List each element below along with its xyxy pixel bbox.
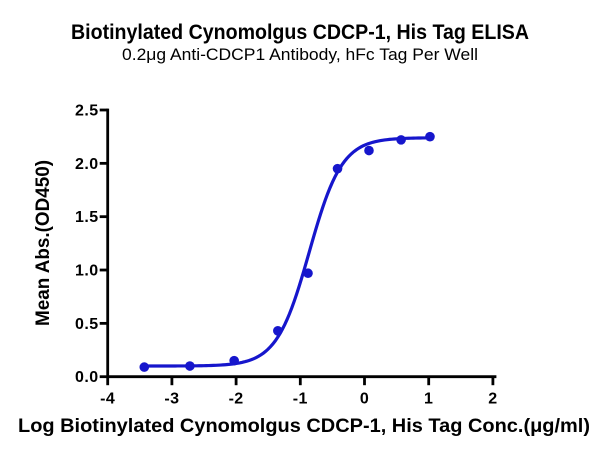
axis-ticks xyxy=(99,108,495,386)
data-point xyxy=(273,326,283,336)
data-point xyxy=(332,163,343,174)
x-tick-label: -1 xyxy=(293,391,308,408)
x-tick-label: 0 xyxy=(360,391,369,408)
y-tick-label: 1.0 xyxy=(75,263,98,280)
x-tick-label: -4 xyxy=(100,391,115,408)
data-points xyxy=(139,131,435,372)
x-axis-label: Log Biotinylated Cynomolgus CDCP-1, His … xyxy=(18,416,590,437)
data-point xyxy=(185,361,195,371)
axis-tick-labels: -4 -3 -2 -1 0 1 2 0.0 0.5 1.0 1.5 2.0 2.5 xyxy=(75,103,497,408)
y-tick-label: 2.0 xyxy=(75,156,98,173)
data-point xyxy=(229,355,239,366)
x-tick-label: 2 xyxy=(488,391,497,408)
y-axis-label: Mean Abs.(OD450) xyxy=(33,160,54,326)
x-tick-label: -2 xyxy=(229,391,244,408)
y-tick-label: 0.5 xyxy=(75,316,98,333)
x-tick-label: 1 xyxy=(424,391,433,408)
axis-frame xyxy=(106,108,497,379)
y-tick-label: 0.0 xyxy=(75,369,98,386)
y-tick-label: 2.5 xyxy=(75,103,98,120)
x-tick-label: -3 xyxy=(164,391,179,408)
data-point xyxy=(303,268,313,279)
data-point xyxy=(396,135,406,145)
data-point xyxy=(425,131,435,142)
data-point xyxy=(139,362,150,372)
chart-title: Biotinylated Cynomolgus CDCP-1, His Tag … xyxy=(71,21,529,44)
data-point xyxy=(364,145,374,156)
y-tick-label: 1.5 xyxy=(75,209,98,226)
fit-curve xyxy=(142,136,432,368)
chart-subtitle: 0.2μg Anti-CDCP1 Antibody, hFc Tag Per W… xyxy=(122,46,478,64)
